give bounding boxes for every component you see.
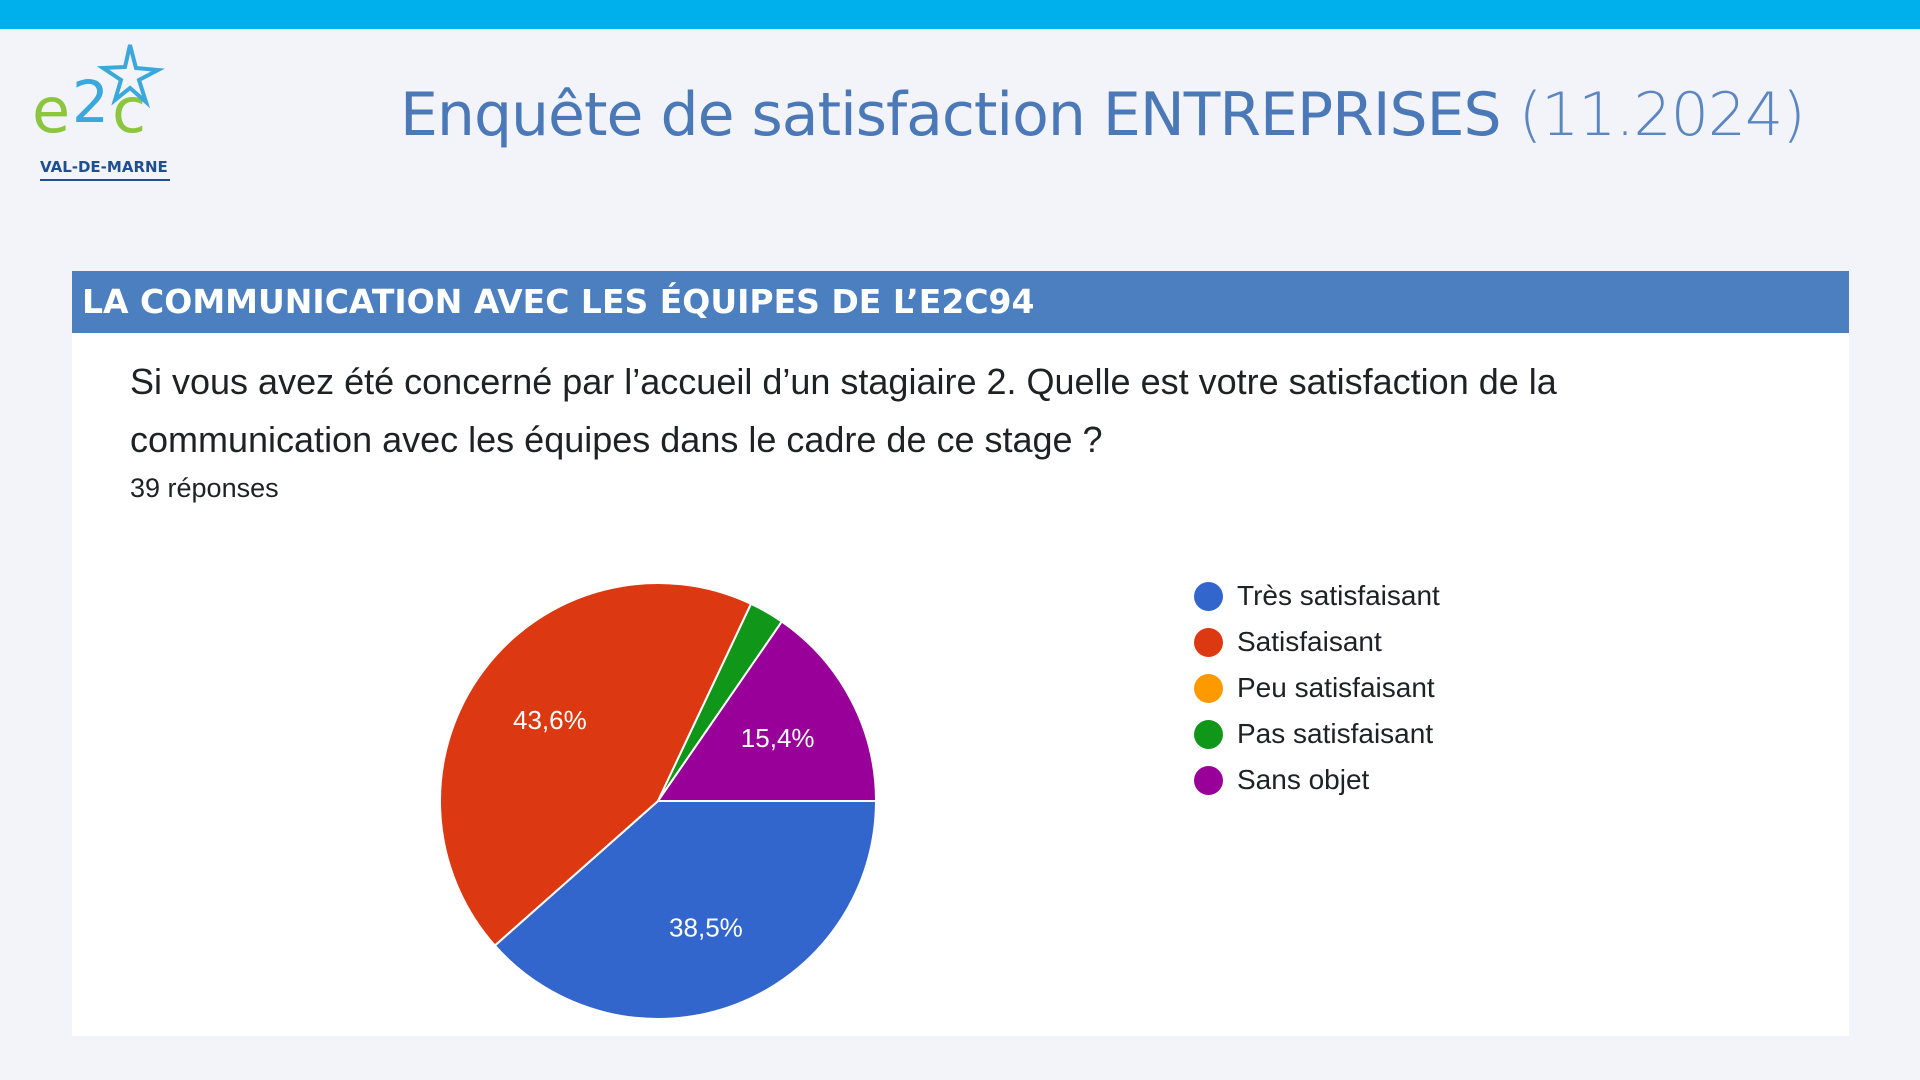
pie-label-tres-satisfaisant: 38,5% xyxy=(669,912,743,942)
response-count: 39 réponses xyxy=(130,473,279,503)
svg-text:e: e xyxy=(32,74,70,147)
pie-slice-satisfaisant xyxy=(439,582,753,947)
legend-label-sans-objet: Sans objet xyxy=(1237,764,1370,795)
legend-item-peu-satisfaisant: Peu satisfaisant xyxy=(1194,665,1440,711)
pie-label-sans-objet: 15,4% xyxy=(741,723,815,753)
page-title-main: Enquête de satisfaction ENTREPRISES xyxy=(400,80,1502,150)
pie-chart: 38,5% 43,6% 15,4% xyxy=(439,582,878,1020)
svg-text:VAL-DE-MARNE: VAL-DE-MARNE xyxy=(40,158,168,176)
top-accent-bar xyxy=(0,0,1920,29)
legend-swatch-satisfaisant xyxy=(1194,627,1223,657)
legend-item-sans-objet: Sans objet xyxy=(1194,757,1440,803)
page-title: Enquête de satisfaction ENTREPRISES (11.… xyxy=(400,80,1806,150)
survey-question: Si vous avez été concerné par l’accueil … xyxy=(130,361,1557,460)
chart-legend: Très satisfaisant Satisfaisant Peu satisfa… xyxy=(1194,573,1440,803)
legend-label-tres-satisfaisant: Très satisfaisant xyxy=(1237,580,1440,611)
section-header: LA COMMUNICATION AVEC LES ÉQUIPES DE L’E… xyxy=(72,271,1849,333)
legend-label-pas-satisfaisant: Pas satisfaisant xyxy=(1237,718,1434,749)
legend-swatch-tres-satisfaisant xyxy=(1194,581,1223,611)
e2c-logo: e 2 c VAL-DE-MARNE xyxy=(32,44,170,181)
page-title-date: (11.2024) xyxy=(1518,80,1806,150)
pie-slice-sans-objet xyxy=(656,620,878,802)
legend-item-tres-satisfaisant: Très satisfaisant xyxy=(1194,573,1440,619)
legend-label-satisfaisant: Satisfaisant xyxy=(1237,626,1382,657)
legend-item-pas-satisfaisant: Pas satisfaisant xyxy=(1194,711,1440,757)
legend-swatch-sans-objet xyxy=(1194,765,1223,795)
svg-text:2: 2 xyxy=(72,68,109,136)
legend-swatch-peu-satisfaisant xyxy=(1194,673,1223,703)
pie-label-satisfaisant: 43,6% xyxy=(513,705,587,735)
legend-swatch-pas-satisfaisant xyxy=(1194,719,1223,749)
legend-label-peu-satisfaisant: Peu satisfaisant xyxy=(1237,672,1435,703)
chart-card: Si vous avez été concerné par l’accueil … xyxy=(72,333,1849,1036)
pie-slice-tres-satisfaisant xyxy=(493,800,878,1020)
legend-item-satisfaisant: Satisfaisant xyxy=(1194,619,1440,665)
